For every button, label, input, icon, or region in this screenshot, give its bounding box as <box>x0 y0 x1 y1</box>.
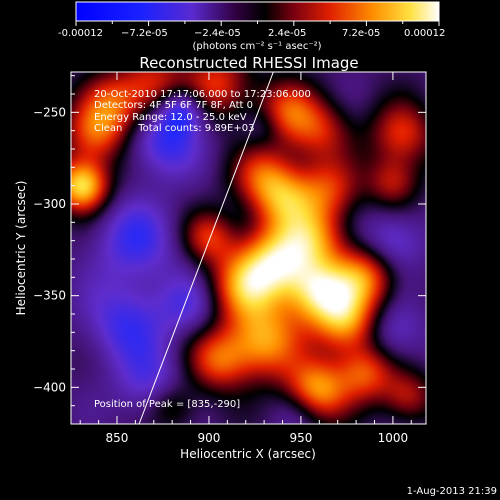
colorbar: -0.00012 −7.2e-05 −2.4e-05 2.4e-05 7.2e-… <box>58 1 445 52</box>
x-tick-label: 1000 <box>378 431 409 445</box>
colorbar-ticks <box>75 21 440 26</box>
chart-title: Reconstructed RHESSI Image <box>139 54 358 72</box>
y-axis-label: Heliocentric Y (arcsec) <box>14 181 28 316</box>
info-line-energy: Energy Range: 12.0 - 25.0 keV <box>94 112 247 123</box>
colorbar-gradient <box>75 1 440 22</box>
heatmap-image <box>71 72 426 424</box>
info-line-clean: Clean Total counts: 9.89E+03 <box>94 123 254 134</box>
y-axis: −250 −300 −350 −400 <box>33 75 426 407</box>
y-tick-label: −300 <box>33 197 66 211</box>
peak-position-label: Position of Peak = [835,-290] <box>94 399 240 410</box>
solar-limb-line <box>138 72 274 424</box>
x-axis-label: Heliocentric X (arcsec) <box>180 447 316 461</box>
info-annotations: 20-Oct-2010 17:17:06.000 to 17:23:06.000… <box>94 89 311 134</box>
colorbar-tick-label-5: 0.00012 <box>404 28 445 39</box>
colorbar-tick-label-3: 2.4e-05 <box>268 28 306 39</box>
colorbar-units: (photons cm⁻² s⁻¹ asec⁻²) <box>192 41 321 52</box>
colorbar-tick-label-2: −2.4e-05 <box>194 28 241 39</box>
info-line-detectors: Detectors: 4F 5F 6F 7F 8F, Att 0 <box>94 100 253 111</box>
x-tick-label: 850 <box>106 431 129 445</box>
footer-timestamp: 1-Aug-2013 21:39 <box>407 486 497 497</box>
info-line-time: 20-Oct-2010 17:17:06.000 to 17:23:06.000 <box>94 89 311 100</box>
x-tick-label: 950 <box>289 431 312 445</box>
colorbar-tick-label-1: −7.2e-05 <box>121 28 168 39</box>
y-tick-label: −350 <box>33 289 66 303</box>
colorbar-tick-label-4: 7.2e-05 <box>342 28 380 39</box>
plot-frame <box>70 71 427 425</box>
y-tick-label: −250 <box>33 105 66 119</box>
y-tick-label: −400 <box>33 380 66 394</box>
x-axis: 850 900 950 1000 <box>79 72 412 445</box>
heatmap-raster <box>71 72 426 424</box>
colorbar-tick-label-0: -0.00012 <box>58 28 103 39</box>
x-tick-label: 900 <box>198 431 221 445</box>
